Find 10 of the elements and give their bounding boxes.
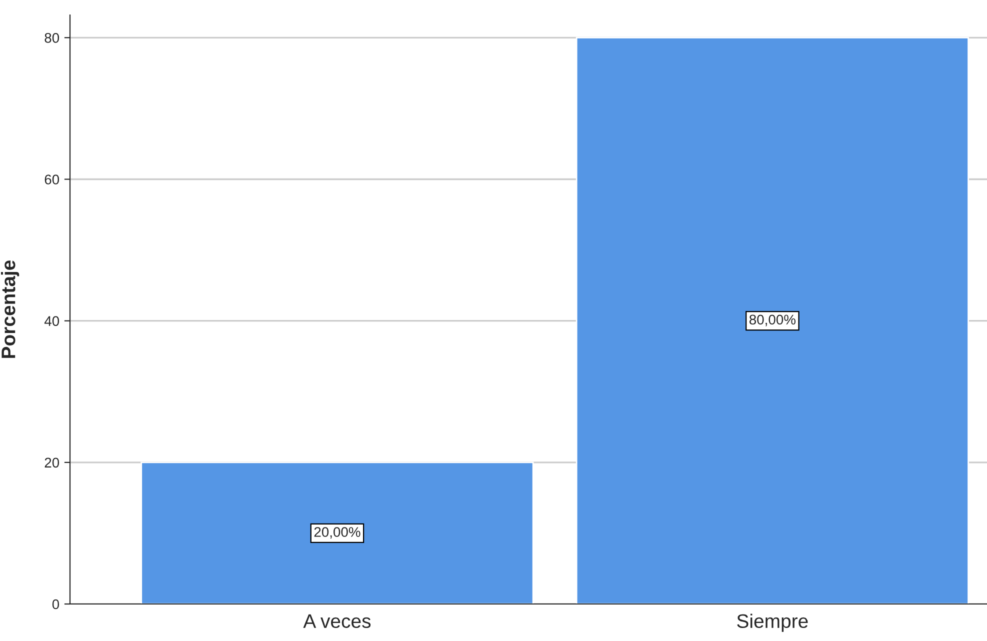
- y-tick-label: 80: [44, 32, 60, 43]
- y-tick-label: 20: [44, 458, 60, 468]
- data-label: 80,00%: [749, 314, 796, 326]
- y-axis-title: Porcentaje: [1, 260, 20, 358]
- y-tick-label: 0: [52, 599, 60, 610]
- y-tick-label: 60: [44, 174, 60, 184]
- x-tick-label: A veces: [303, 614, 371, 628]
- data-label: 20,00%: [314, 527, 360, 539]
- y-tick-label: 40: [44, 316, 60, 326]
- x-tick-label: Siempre: [737, 614, 808, 632]
